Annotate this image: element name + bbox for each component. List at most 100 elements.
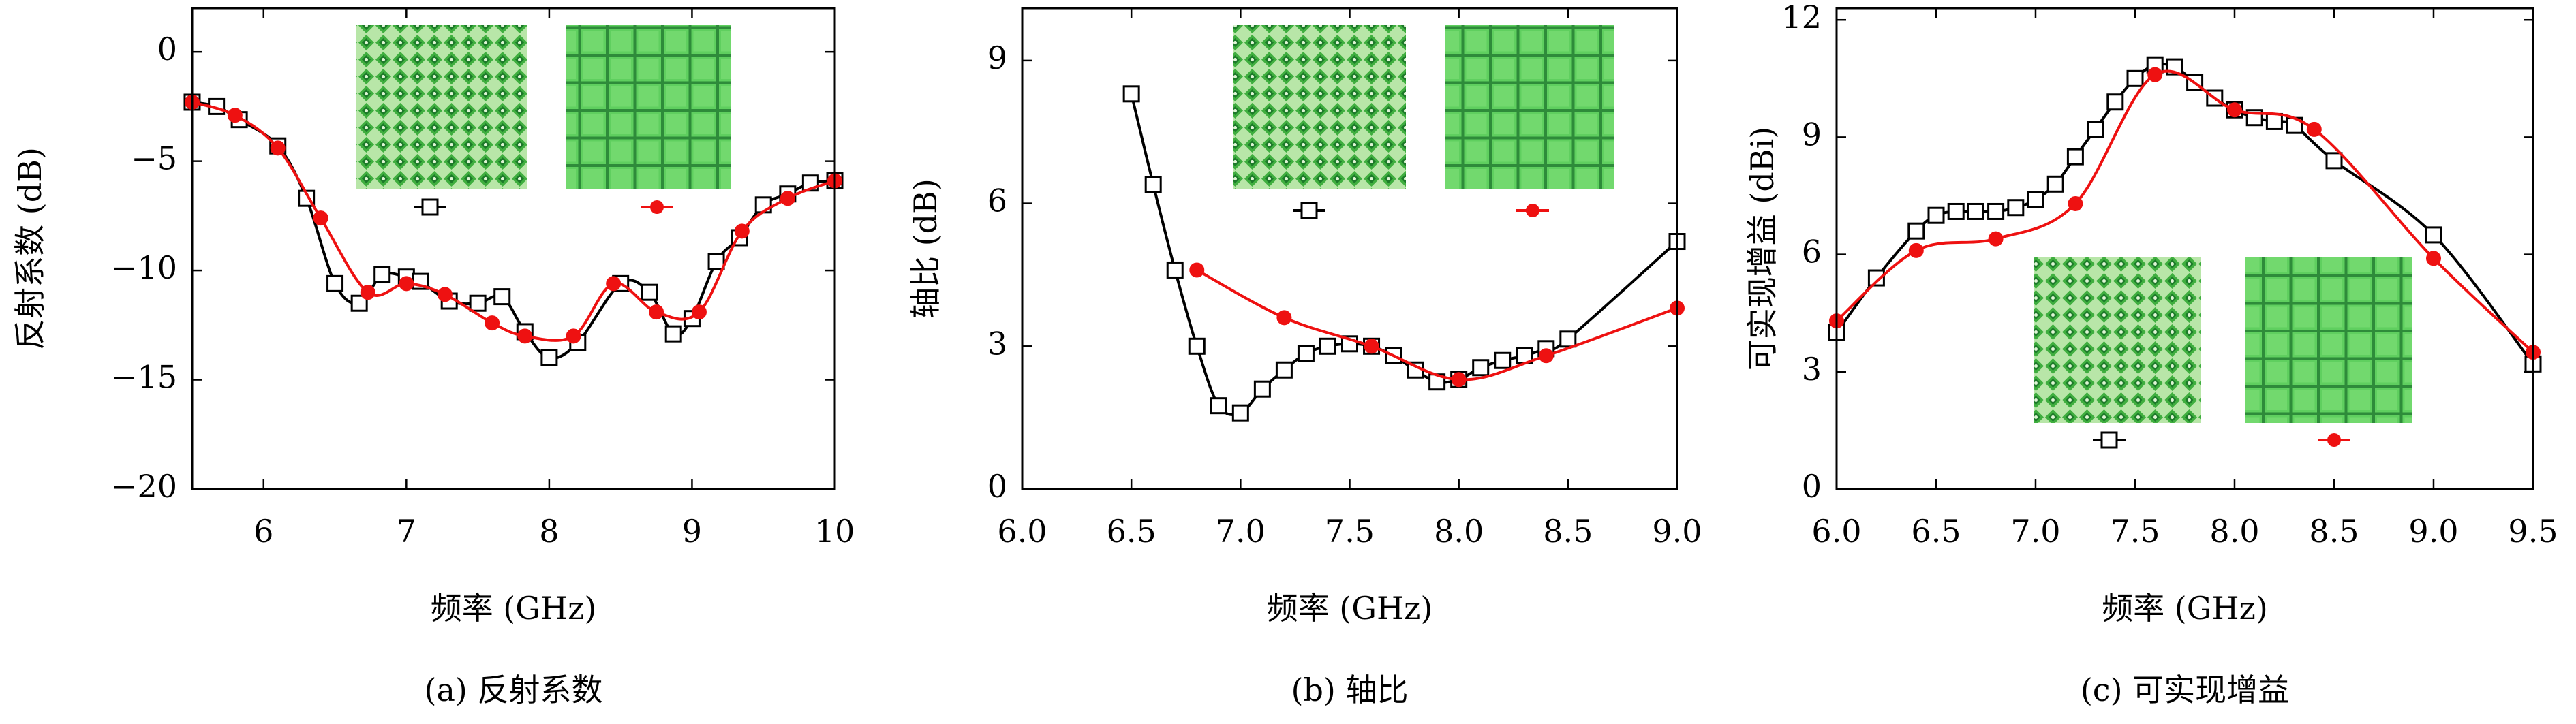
marker (2027, 191, 2044, 208)
y-tick-label: −5 (131, 140, 177, 177)
x-tick-label: 6 (254, 513, 273, 550)
marker (1494, 351, 1512, 369)
y-tick-label: −20 (111, 468, 177, 505)
marker (2106, 93, 2124, 111)
plot-frame (1835, 7, 2534, 490)
marker (1472, 359, 1490, 377)
marker (517, 328, 533, 344)
marker (2425, 226, 2442, 244)
marker (641, 283, 658, 301)
chart-caption: (a) 反射系数 (425, 672, 603, 708)
y-tick-label: 3 (987, 325, 1007, 362)
x-tick-label: 8 (539, 513, 559, 550)
marker (1122, 85, 1140, 103)
marker (1188, 337, 1206, 355)
chart-caption: (c) 可实现增益 (2081, 672, 2289, 708)
x-tick-label: 6.5 (1107, 513, 1156, 550)
marker (360, 285, 375, 300)
subplot: 6 7 8 9 10 0 −5 −10 −15 −20 频率 (GHz) 反射系数 (dB) (a) 反… (12, 7, 855, 708)
antenna-inset (2034, 257, 2201, 423)
marker (1988, 231, 2004, 247)
series-line (192, 101, 835, 342)
x-tick-label: 9.0 (1652, 513, 1702, 550)
y-tick-label: 12 (1781, 0, 1822, 35)
marker (1907, 222, 1925, 240)
subplot: 6.0 6.5 7.0 7.5 8.0 8.5 9.0 9.5 0 3 6 9 12 频率 (GHz) 可实… (1744, 0, 2558, 708)
x-tick-label: 7.0 (1216, 513, 1266, 550)
series-line (1196, 268, 1677, 381)
antenna-inset (2245, 257, 2412, 423)
marker (2227, 102, 2242, 118)
marker (373, 266, 391, 284)
plot-frame (191, 7, 836, 490)
y-tick-label: 0 (157, 31, 177, 67)
antenna-inset (1233, 25, 1406, 189)
marker (1867, 269, 1885, 287)
x-tick-label: 7.5 (2110, 513, 2160, 550)
x-tick-label: 9.5 (2508, 513, 2558, 550)
marker (2007, 199, 2025, 217)
legend-marker (2327, 433, 2341, 447)
x-axis-label: 频率 (GHz) (1267, 590, 1433, 627)
marker (1189, 262, 1205, 278)
x-tick-label: 10 (815, 513, 855, 550)
marker (1166, 261, 1184, 279)
x-tick-label: 9 (682, 513, 702, 550)
marker (2087, 121, 2104, 138)
marker (1538, 348, 1554, 364)
x-axis-label: 频率 (GHz) (2102, 590, 2268, 627)
marker (2147, 67, 2163, 82)
x-tick-label: 7.5 (1325, 513, 1375, 550)
marker (649, 304, 664, 320)
y-tick-label: 9 (1802, 116, 1822, 153)
marker (664, 325, 682, 343)
marker (606, 276, 622, 292)
plot-frame (1021, 7, 1678, 490)
marker (2046, 175, 2064, 193)
subplot: 6.0 6.5 7.0 7.5 8.0 8.5 9.0 0 3 6 9 频率 (GHz) 轴比 (dB)… (907, 7, 1702, 708)
y-tick-label: −15 (111, 359, 177, 396)
legend-marker (1300, 202, 1318, 219)
marker (1947, 202, 1965, 220)
marker (1987, 202, 2005, 220)
marker (2126, 69, 2144, 87)
marker (485, 315, 500, 331)
marker (1275, 361, 1293, 379)
antenna-inset (356, 25, 527, 189)
marker (2325, 152, 2343, 170)
marker (2066, 148, 2084, 166)
marker (326, 274, 344, 292)
marker (350, 294, 368, 312)
x-tick-label: 6.5 (1911, 513, 1961, 550)
marker (691, 304, 707, 320)
marker (1144, 176, 1162, 193)
antenna-inset (1445, 25, 1614, 189)
y-tick-label: 0 (987, 468, 1007, 505)
marker (1297, 345, 1315, 362)
marker (399, 276, 414, 292)
marker (540, 349, 558, 366)
legend-marker (650, 200, 664, 214)
marker (1908, 242, 1924, 258)
y-tick-label: 3 (1802, 351, 1822, 388)
y-tick-label: 6 (1802, 234, 1822, 270)
marker (566, 328, 581, 344)
marker (734, 223, 750, 239)
x-tick-label: 8.5 (1543, 513, 1593, 550)
y-axis-label: 反射系数 (dB) (12, 147, 48, 350)
y-axis-label: 轴比 (dB) (907, 178, 944, 319)
x-tick-label: 8.0 (1434, 513, 1484, 550)
marker (2426, 251, 2441, 266)
antenna-inset (566, 25, 731, 189)
marker (1364, 339, 1379, 354)
legend-marker (1526, 204, 1539, 217)
marker (1276, 310, 1292, 326)
marker (2265, 112, 2283, 130)
marker (469, 294, 487, 312)
marker (1967, 202, 1984, 220)
x-tick-label: 7 (397, 513, 416, 550)
marker (437, 287, 453, 302)
x-tick-label: 8.0 (2209, 513, 2259, 550)
legend-marker (421, 198, 439, 216)
